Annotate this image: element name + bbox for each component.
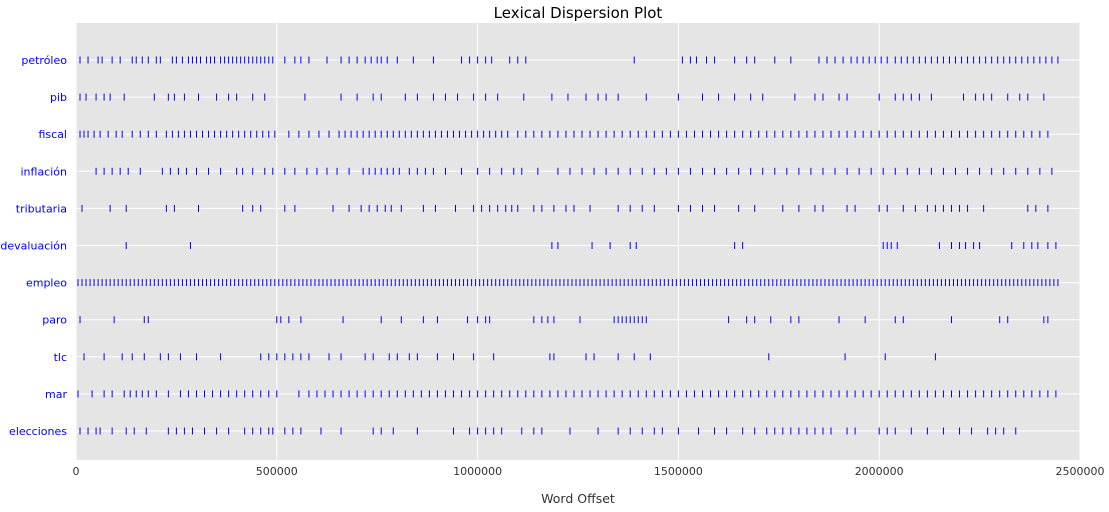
chart-title: Lexical Dispersion Plot bbox=[494, 4, 663, 22]
x-tick-label: 2000000 bbox=[855, 465, 904, 478]
dispersion-marks bbox=[77, 56, 1059, 435]
plot-area bbox=[76, 23, 1080, 460]
word-label: tlc bbox=[54, 351, 67, 364]
grid-lines bbox=[75, 23, 1081, 460]
word-labels: petróleo pib fiscal inflación tributaria deva… bbox=[0, 54, 67, 438]
word-label: pib bbox=[50, 91, 67, 104]
word-label: mar bbox=[45, 388, 67, 401]
x-axis-label: Word Offset bbox=[541, 491, 615, 506]
x-tick-label: 0 bbox=[73, 465, 80, 478]
x-tick-label: 1000000 bbox=[453, 465, 502, 478]
word-label: inflación bbox=[20, 165, 67, 178]
word-label: fiscal bbox=[38, 128, 67, 141]
word-label: elecciones bbox=[9, 425, 67, 438]
word-label: paro bbox=[42, 314, 67, 327]
x-tick-labels: 0 500000 1000000 1500000 2000000 2500000 bbox=[73, 465, 1105, 478]
x-tick-label: 500000 bbox=[256, 465, 298, 478]
x-tick-label: 2500000 bbox=[1056, 465, 1105, 478]
word-label: empleo bbox=[26, 277, 67, 290]
word-label: tributaria bbox=[16, 202, 67, 215]
word-label: devaluación bbox=[0, 240, 67, 253]
x-tick-label: 1500000 bbox=[654, 465, 703, 478]
word-label: petróleo bbox=[21, 54, 67, 67]
